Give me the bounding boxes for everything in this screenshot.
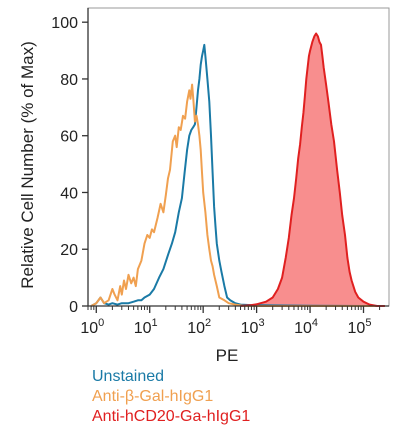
x-tick-label-4: 104 bbox=[294, 317, 318, 337]
x-tick-label-2: 102 bbox=[187, 317, 211, 337]
series-line-1 bbox=[90, 83, 385, 307]
y-tick-label-1: 20 bbox=[60, 242, 78, 259]
y-axis-label: Relative Cell Number (% of Max) bbox=[18, 41, 37, 289]
x-axis-label: PE bbox=[216, 346, 239, 365]
x-tick-label-3: 103 bbox=[241, 317, 265, 337]
y-tick-label-5: 100 bbox=[51, 15, 78, 32]
series-line-2 bbox=[240, 32, 385, 307]
legend: Unstained Anti-β-Gal-hIgG1 Anti-hCD20-Ga… bbox=[92, 367, 250, 427]
x-tick-label-1: 101 bbox=[134, 317, 158, 337]
y-tick-label-2: 40 bbox=[60, 185, 78, 202]
x-tick-label-0: 100 bbox=[80, 317, 104, 337]
plot-area bbox=[90, 32, 385, 307]
legend-entry-anti-hcd20: Anti-hCD20-Ga-hIgG1 bbox=[92, 408, 251, 425]
y-tick-label-4: 80 bbox=[60, 72, 78, 89]
series-fill-2 bbox=[240, 33, 385, 306]
series-line-0 bbox=[90, 43, 385, 307]
axes: 0 20 40 60 80 100 100 101 102 103 104 105 bbox=[51, 7, 390, 337]
legend-entry-anti-beta-gal: Anti-β-Gal-hIgG1 bbox=[92, 388, 214, 405]
x-tick-label-5: 105 bbox=[348, 317, 372, 337]
legend-entry-unstained: Unstained bbox=[92, 368, 165, 385]
y-tick-label-3: 60 bbox=[60, 129, 78, 146]
y-tick-label-0: 0 bbox=[69, 299, 78, 316]
